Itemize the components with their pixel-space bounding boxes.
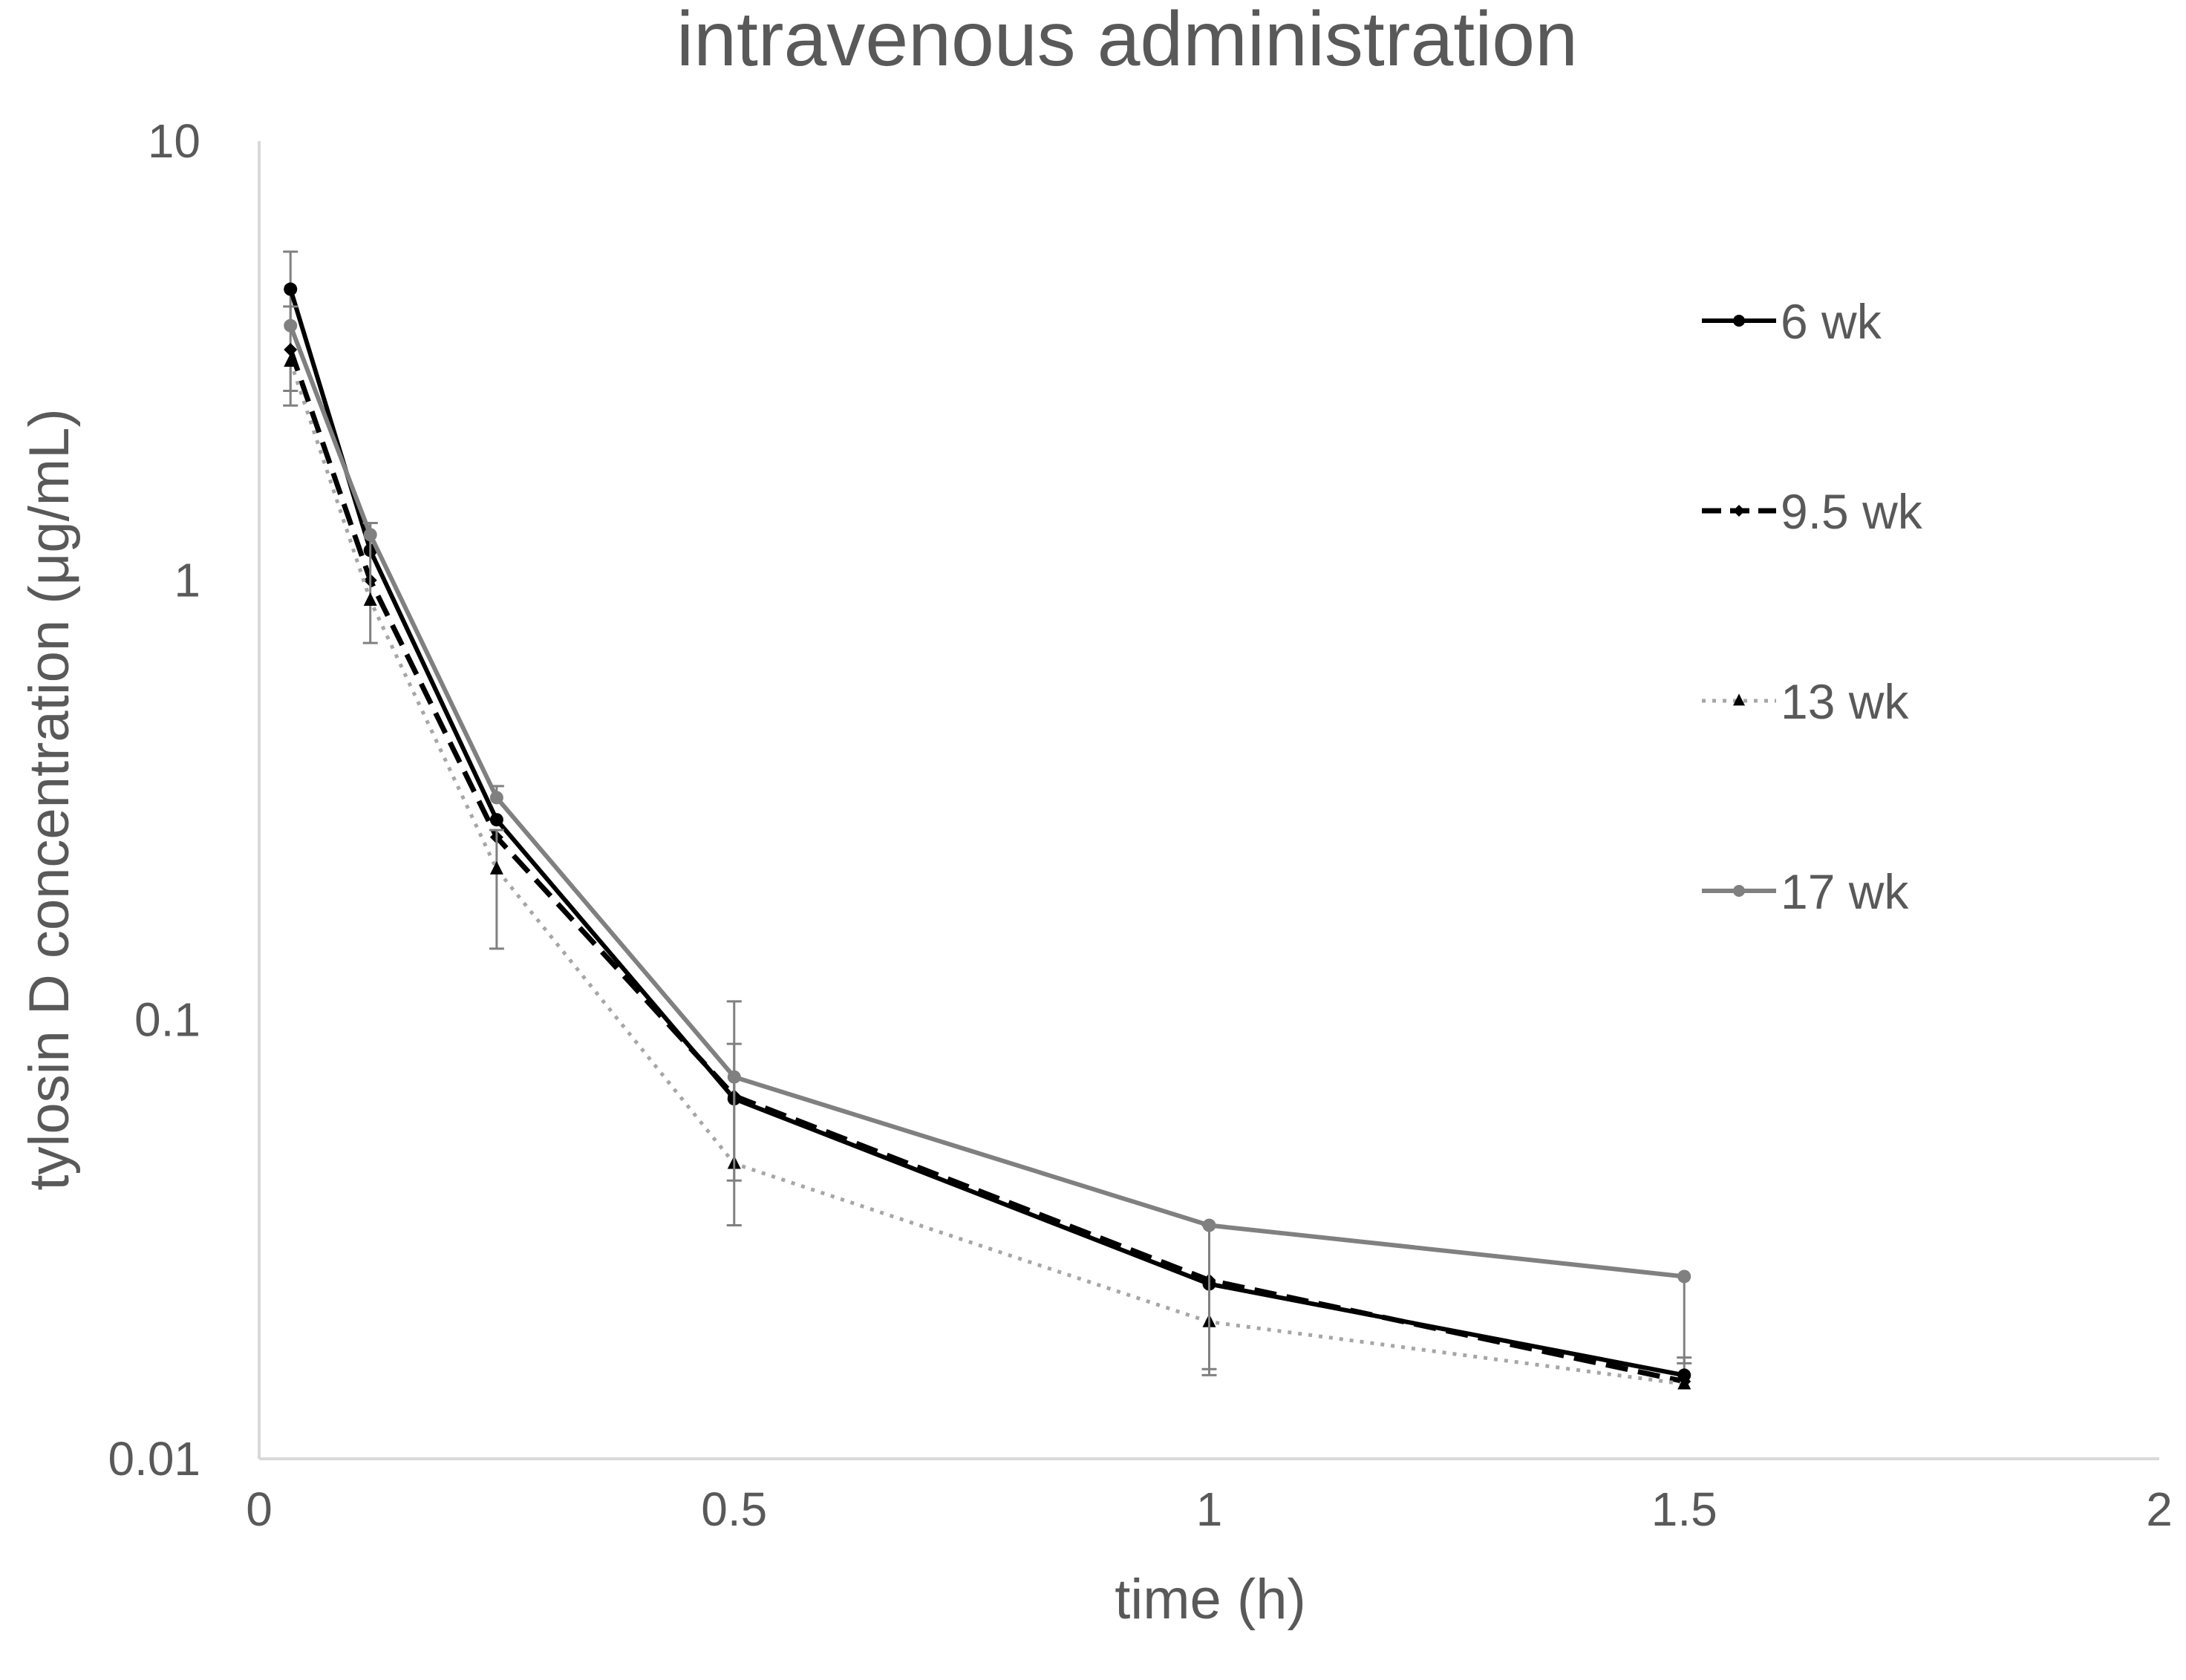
legend: 6 wk 9.5 wk 13 wk 17 wk [1702, 294, 1923, 919]
series-13-wk [283, 353, 1691, 1390]
legend-swatch-marker [1733, 505, 1745, 517]
legend-item-17-wk: 17 wk [1702, 864, 1909, 919]
y-tick-labels: 0.01 0.1 1 10 [108, 114, 200, 1485]
data-point-17-wk [1202, 1218, 1216, 1232]
y-tick-label: 1 [174, 554, 200, 607]
y-tick-label: 0.1 [134, 993, 200, 1046]
x-tick-labels: 0 0.5 1 1.5 2 [246, 1483, 2173, 1536]
data-point-13-wk [1677, 1376, 1691, 1390]
data-point-17-wk [363, 528, 377, 542]
data-point-9-5-wk [284, 343, 298, 357]
legend-label: 9.5 wk [1781, 484, 1923, 539]
data-point-17-wk [1677, 1269, 1691, 1284]
x-tick-label: 0 [246, 1483, 273, 1536]
chart-title: intravenous administration [676, 0, 1578, 82]
series-9-5-wk [284, 343, 1691, 1388]
series-line-13-wk [288, 361, 1685, 1386]
y-axis-title: tylosin D concentration (μg/mL) [18, 408, 81, 1190]
data-point-6-wk [284, 282, 298, 296]
x-tick-label: 2 [2146, 1483, 2173, 1536]
legend-item-9-5-wk: 9.5 wk [1702, 484, 1923, 539]
series-6-wk [283, 250, 1692, 1382]
series-line-17-wk [288, 324, 1685, 1279]
plot-area [283, 250, 1692, 1390]
series-17-wk [283, 305, 1692, 1370]
data-point-17-wk [727, 1070, 741, 1084]
data-point-17-wk [284, 318, 298, 333]
x-axis-title: time (h) [1115, 1568, 1306, 1631]
legend-item-13-wk: 13 wk [1702, 674, 1909, 729]
legend-label: 6 wk [1781, 294, 1882, 349]
series-line-9-5-wk [287, 348, 1685, 1385]
y-tick-label: 0.01 [108, 1432, 200, 1485]
legend-swatch-marker [1733, 693, 1745, 706]
series-line-6-wk [288, 288, 1685, 1378]
legend-swatch-marker [1733, 315, 1745, 327]
data-point-13-wk [363, 592, 377, 606]
data-point-6-wk [489, 813, 503, 827]
data-point-13-wk [489, 860, 503, 875]
x-tick-label: 1.5 [1651, 1483, 1717, 1536]
legend-label: 17 wk [1781, 864, 1909, 919]
legend-label: 13 wk [1781, 674, 1909, 729]
legend-swatch-marker [1733, 885, 1745, 897]
legend-item-6-wk: 6 wk [1702, 294, 1882, 349]
data-point-13-wk [284, 353, 298, 367]
x-tick-label: 0.5 [701, 1483, 767, 1536]
x-tick-label: 1 [1196, 1483, 1223, 1536]
y-tick-label: 10 [148, 114, 200, 168]
data-point-17-wk [489, 791, 503, 805]
